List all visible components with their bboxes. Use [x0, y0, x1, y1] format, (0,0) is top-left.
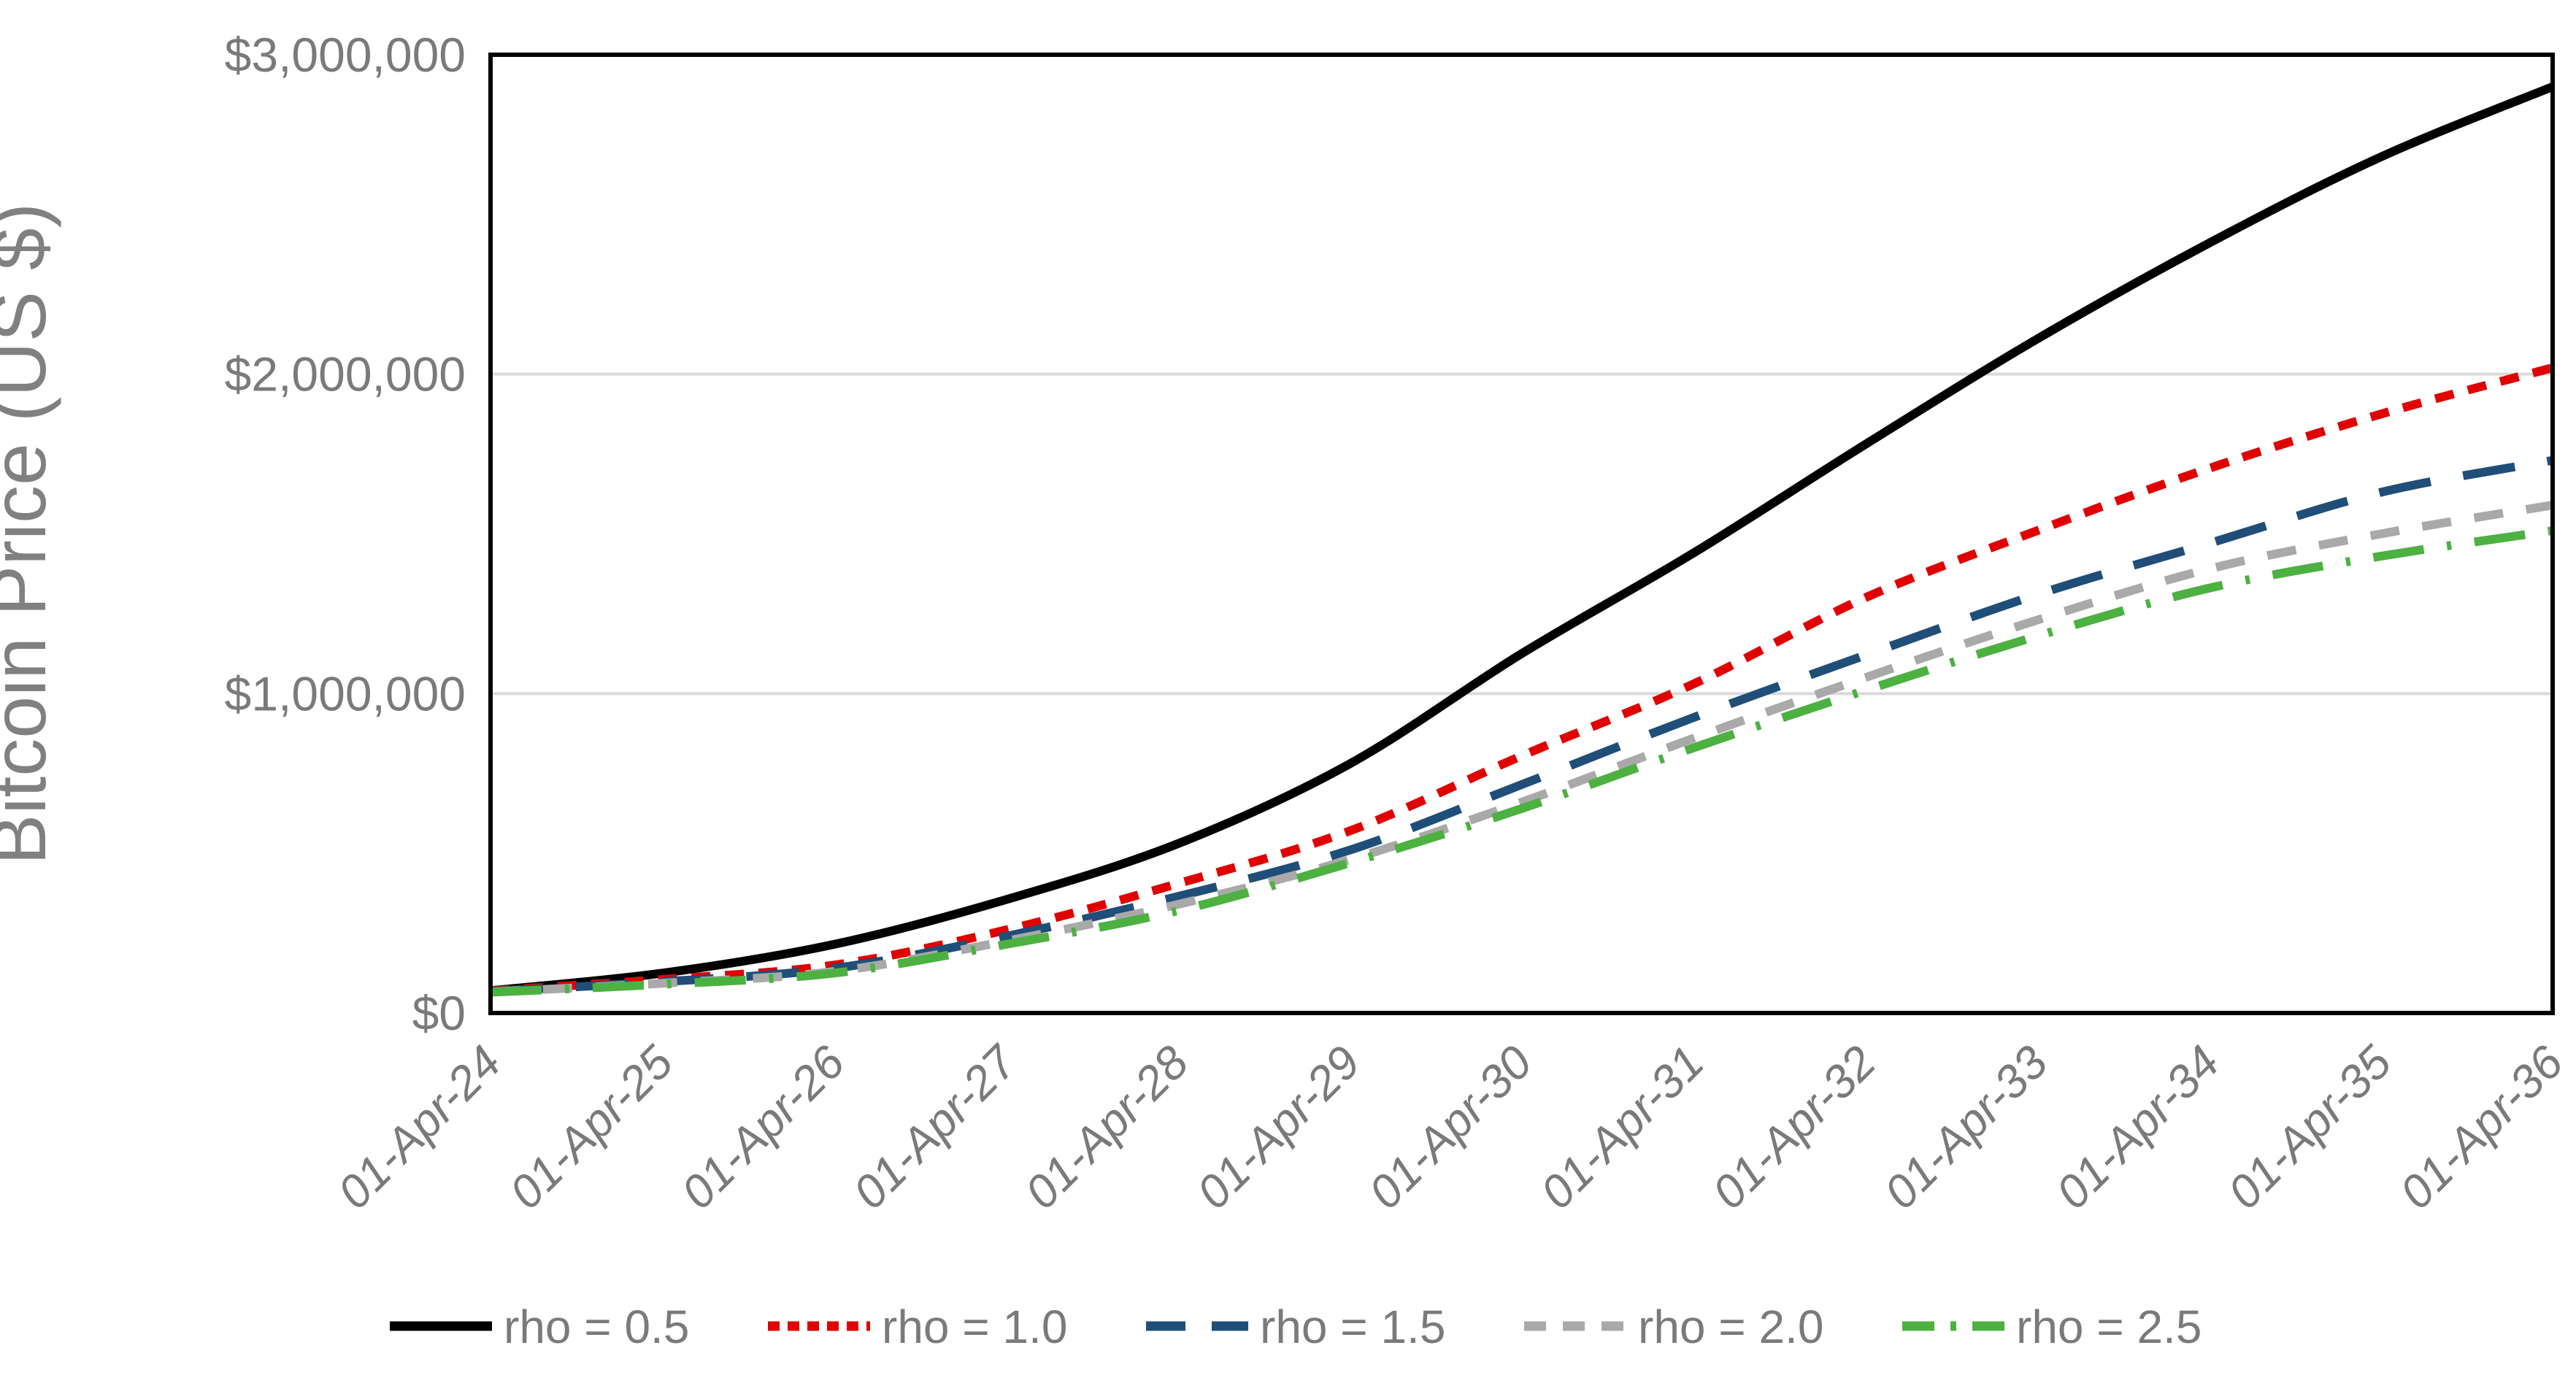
- x-tick-label: 01-Apr-30: [1358, 1036, 1542, 1220]
- legend-label: rho = 0.5: [504, 1301, 689, 1353]
- legend-item-rho=2.0: rho = 2.0: [1524, 1301, 1823, 1353]
- x-tick-label: 01-Apr-36: [2390, 1036, 2574, 1220]
- legend-label: rho = 1.0: [882, 1301, 1067, 1353]
- series-line-rho=1.5: [490, 455, 2554, 996]
- x-tick-label: 01-Apr-31: [1530, 1036, 1713, 1219]
- y-tick-label: $0: [412, 986, 466, 1040]
- series-line-rho=2.5: [490, 526, 2553, 997]
- y-tick-label: $1,000,000: [225, 666, 466, 720]
- legend-label: rho = 2.0: [1638, 1301, 1823, 1353]
- y-tick-label: $3,000,000: [225, 28, 466, 82]
- x-tick-label: 01-Apr-29: [1187, 1036, 1370, 1219]
- legend-label: rho = 1.5: [1260, 1301, 1445, 1353]
- legend-item-rho=1.5: rho = 1.5: [1146, 1301, 1445, 1353]
- series-line-rho=0.5: [490, 82, 2555, 995]
- y-axis-tick-labels: $0 $1,000,000 $2,000,000 $3,000,000: [225, 28, 466, 1040]
- legend: rho = 0.5 rho = 1.0 rho = 1.5 rho = 2.0 rho …: [390, 1301, 2202, 1353]
- legend-item-rho=0.5: rho = 0.5: [390, 1301, 689, 1353]
- series-line-rho=2.0: [490, 501, 2553, 997]
- x-tick-label: 01-Apr-26: [671, 1036, 855, 1220]
- gridlines: [491, 372, 2553, 696]
- y-axis-title: Bitcoin Price (US $): [0, 203, 62, 865]
- series-lines: [490, 82, 2555, 997]
- plot-border: [488, 53, 2555, 1015]
- x-tick-label: 01-Apr-28: [1015, 1036, 1199, 1220]
- x-tick-label: 01-Apr-35: [2218, 1036, 2402, 1220]
- x-axis-tick-labels: 01-Apr-2401-Apr-2501-Apr-2601-Apr-2701-A…: [328, 1034, 2574, 1219]
- series-line-rho=1.0: [490, 363, 2554, 995]
- legend-item-rho=2.5: rho = 2.5: [1902, 1301, 2202, 1353]
- x-tick-label: 01-Apr-33: [1874, 1036, 2058, 1220]
- legend-item-rho=1.0: rho = 1.0: [768, 1301, 1067, 1353]
- x-tick-label: 01-Apr-34: [2046, 1036, 2229, 1219]
- x-tick-label: 01-Apr-24: [328, 1036, 511, 1219]
- x-tick-label: 01-Apr-32: [1702, 1036, 1885, 1219]
- x-tick-label: 01-Apr-27: [843, 1034, 1028, 1219]
- y-tick-label: $2,000,000: [225, 347, 466, 401]
- legend-label: rho = 2.5: [2016, 1301, 2202, 1353]
- x-tick-label: 01-Apr-25: [499, 1036, 683, 1220]
